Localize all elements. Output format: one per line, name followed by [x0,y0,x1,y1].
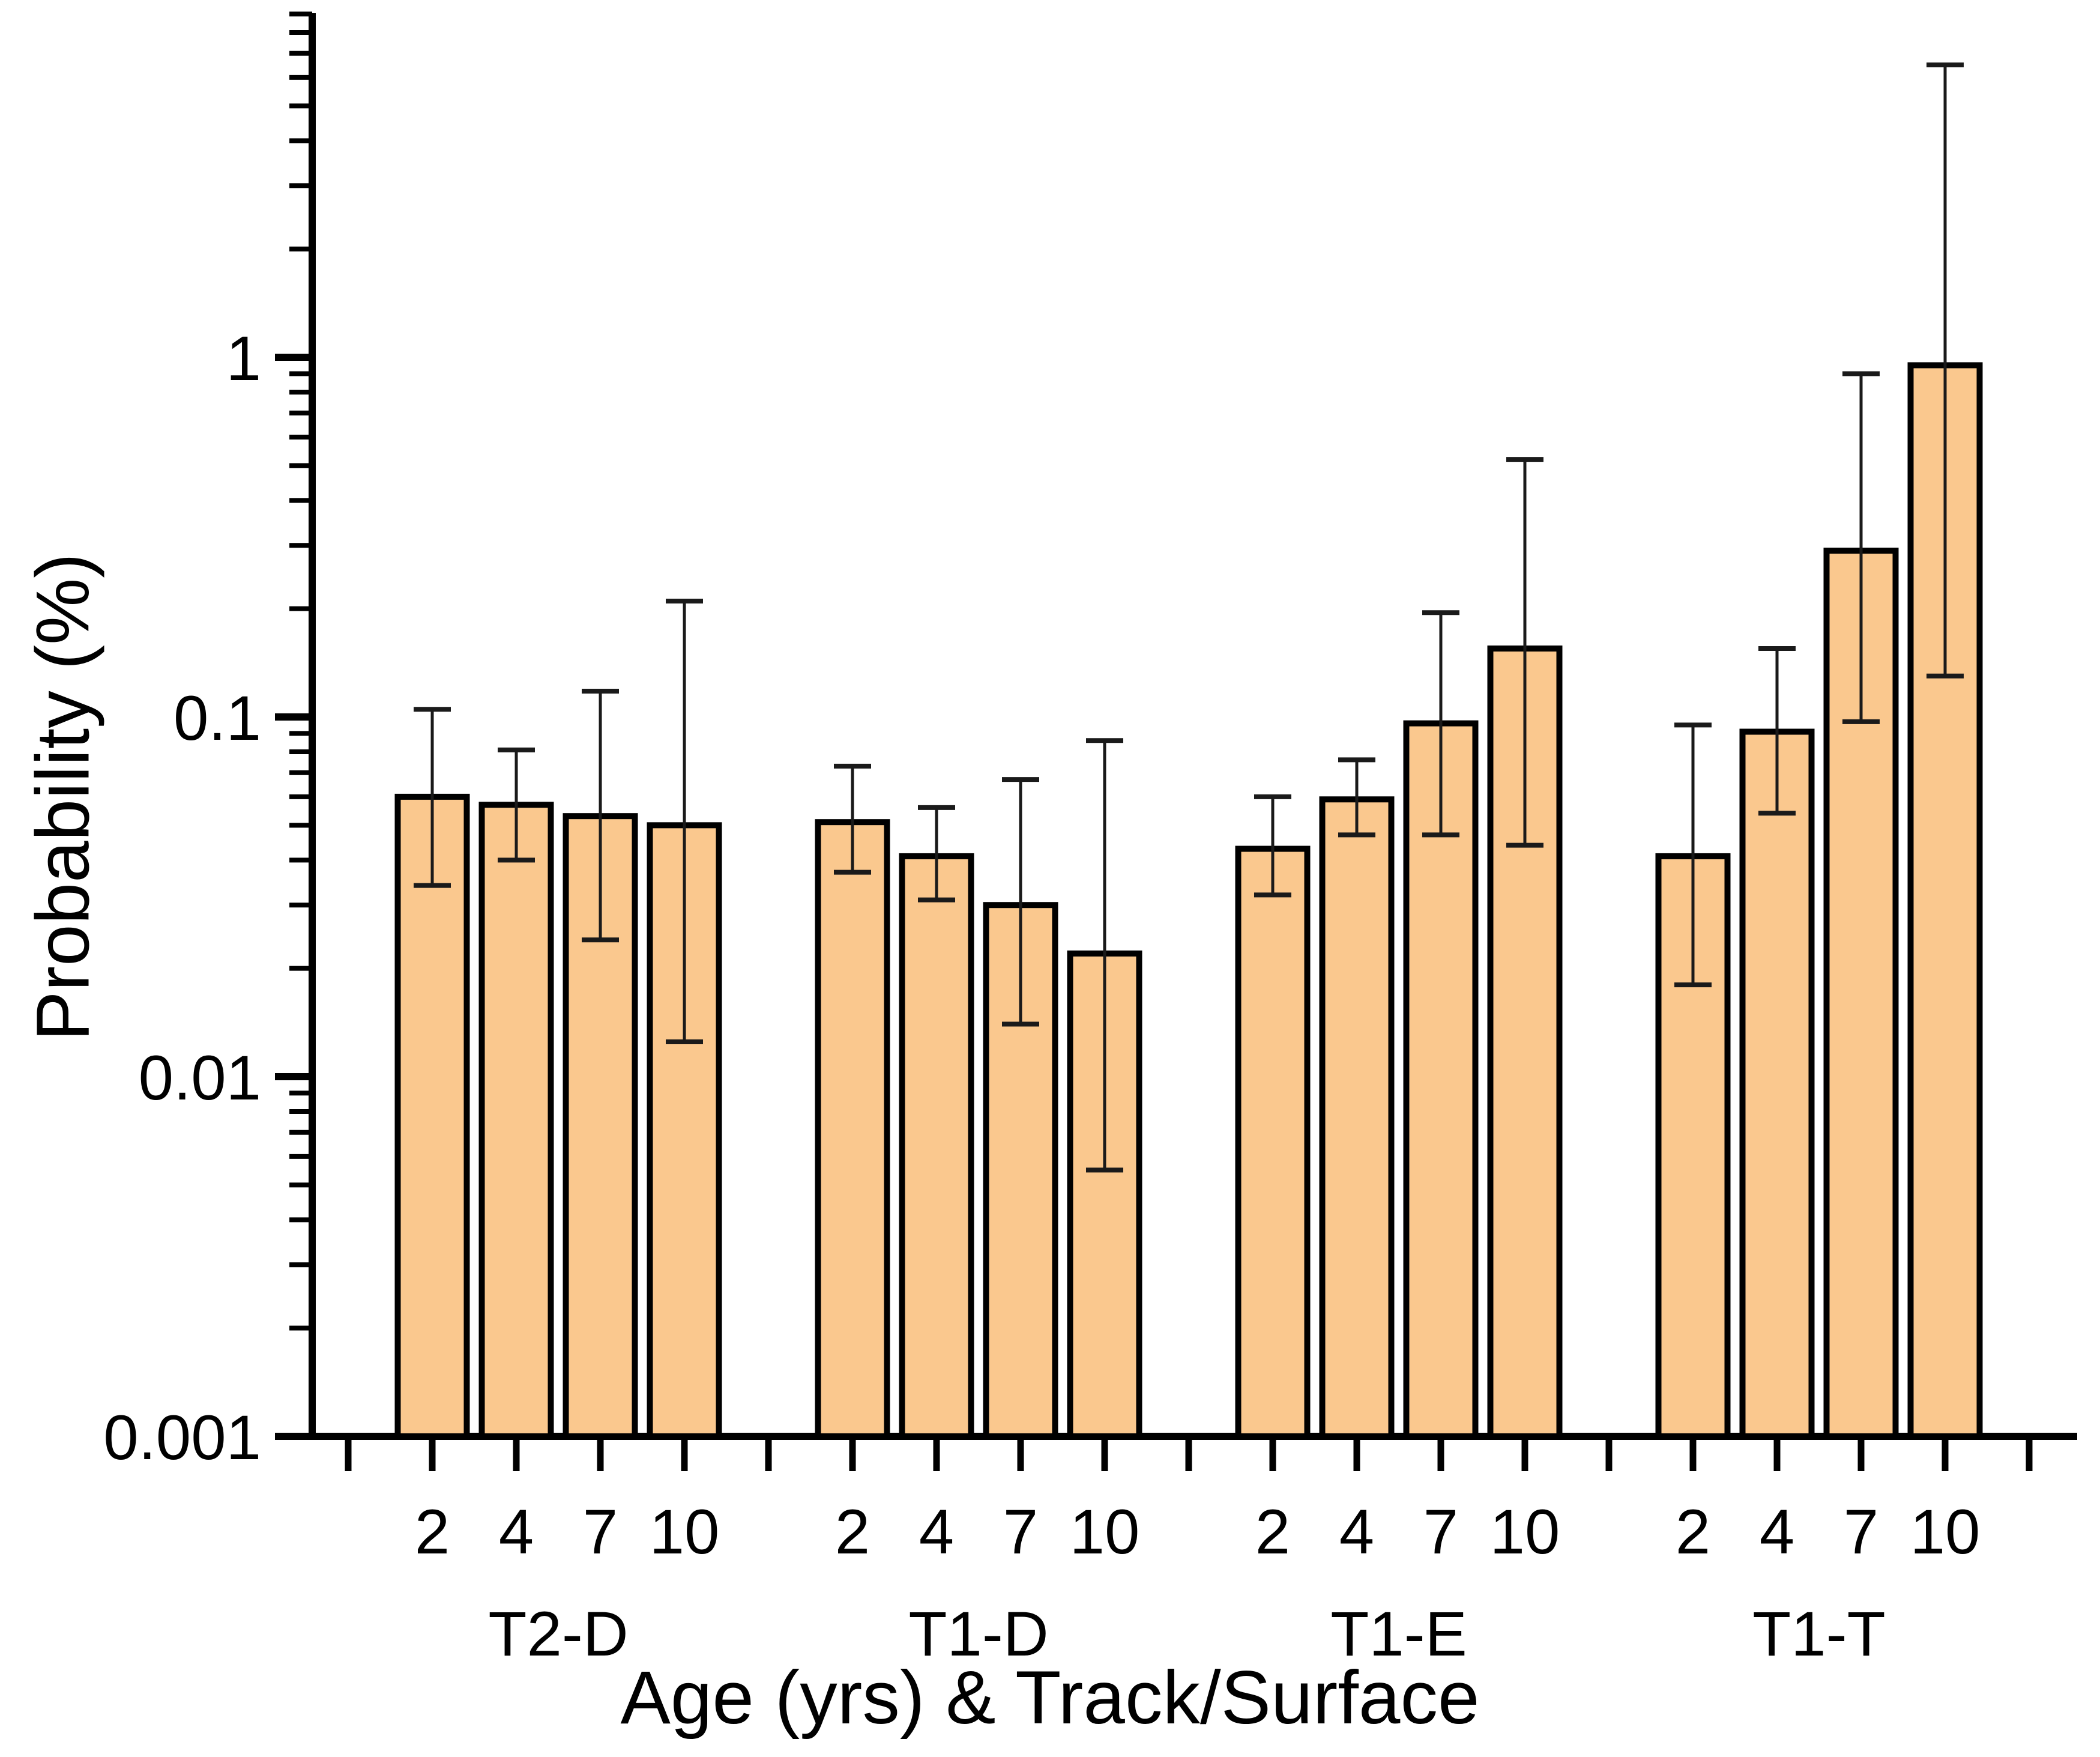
bar-T1-D-age2 [815,819,890,1439]
bar-T2-D-age2 [394,793,470,1439]
x-group-label: T2-D [488,1599,628,1669]
x-axis-title: Age (yrs) & Track/Surface [620,1656,1480,1740]
x-tick-label-age: 2 [1255,1497,1290,1567]
x-tick-label-age: 4 [1339,1497,1374,1567]
x-tick-label-age: 4 [499,1497,534,1567]
x-tick-label-age: 7 [1423,1497,1458,1567]
x-group-label: T1-T [1752,1599,1886,1669]
bar-T1-E-age2 [1235,845,1311,1439]
x-tick-label-age: 2 [835,1497,870,1567]
x-tick-label-age: 10 [1490,1497,1560,1567]
bar-T1-D-age4 [899,853,974,1440]
y-tick-label: 0.1 [173,683,261,754]
x-tick-label-age: 10 [1910,1497,1981,1567]
y-tick-label: 0.001 [103,1403,261,1473]
bar-T2-D-age4 [478,802,554,1439]
x-tick-label-age: 2 [415,1497,450,1567]
y-axis-title: Probability (%) [21,553,105,1041]
x-tick-label-age: 2 [1676,1497,1710,1567]
x-group-label: T1-E [1330,1599,1467,1669]
y-tick-label: 0.01 [139,1043,261,1113]
bar-T1-E-age4 [1319,796,1395,1439]
bar-T1-T-age2 [1655,853,1731,1440]
x-group-label: T1-D [908,1599,1048,1669]
x-tick-label-age: 7 [1844,1497,1878,1567]
x-tick-label-age: 10 [1070,1497,1140,1567]
x-tick-label-age: 7 [583,1497,618,1567]
y-tick-label: 1 [226,324,261,394]
x-tick-label-age: 10 [650,1497,720,1567]
bar-T1-T-age4 [1739,728,1815,1439]
x-tick-label-age: 4 [1760,1497,1794,1567]
x-tick-label-age: 4 [919,1497,954,1567]
x-tick-label-age: 7 [1003,1497,1038,1567]
